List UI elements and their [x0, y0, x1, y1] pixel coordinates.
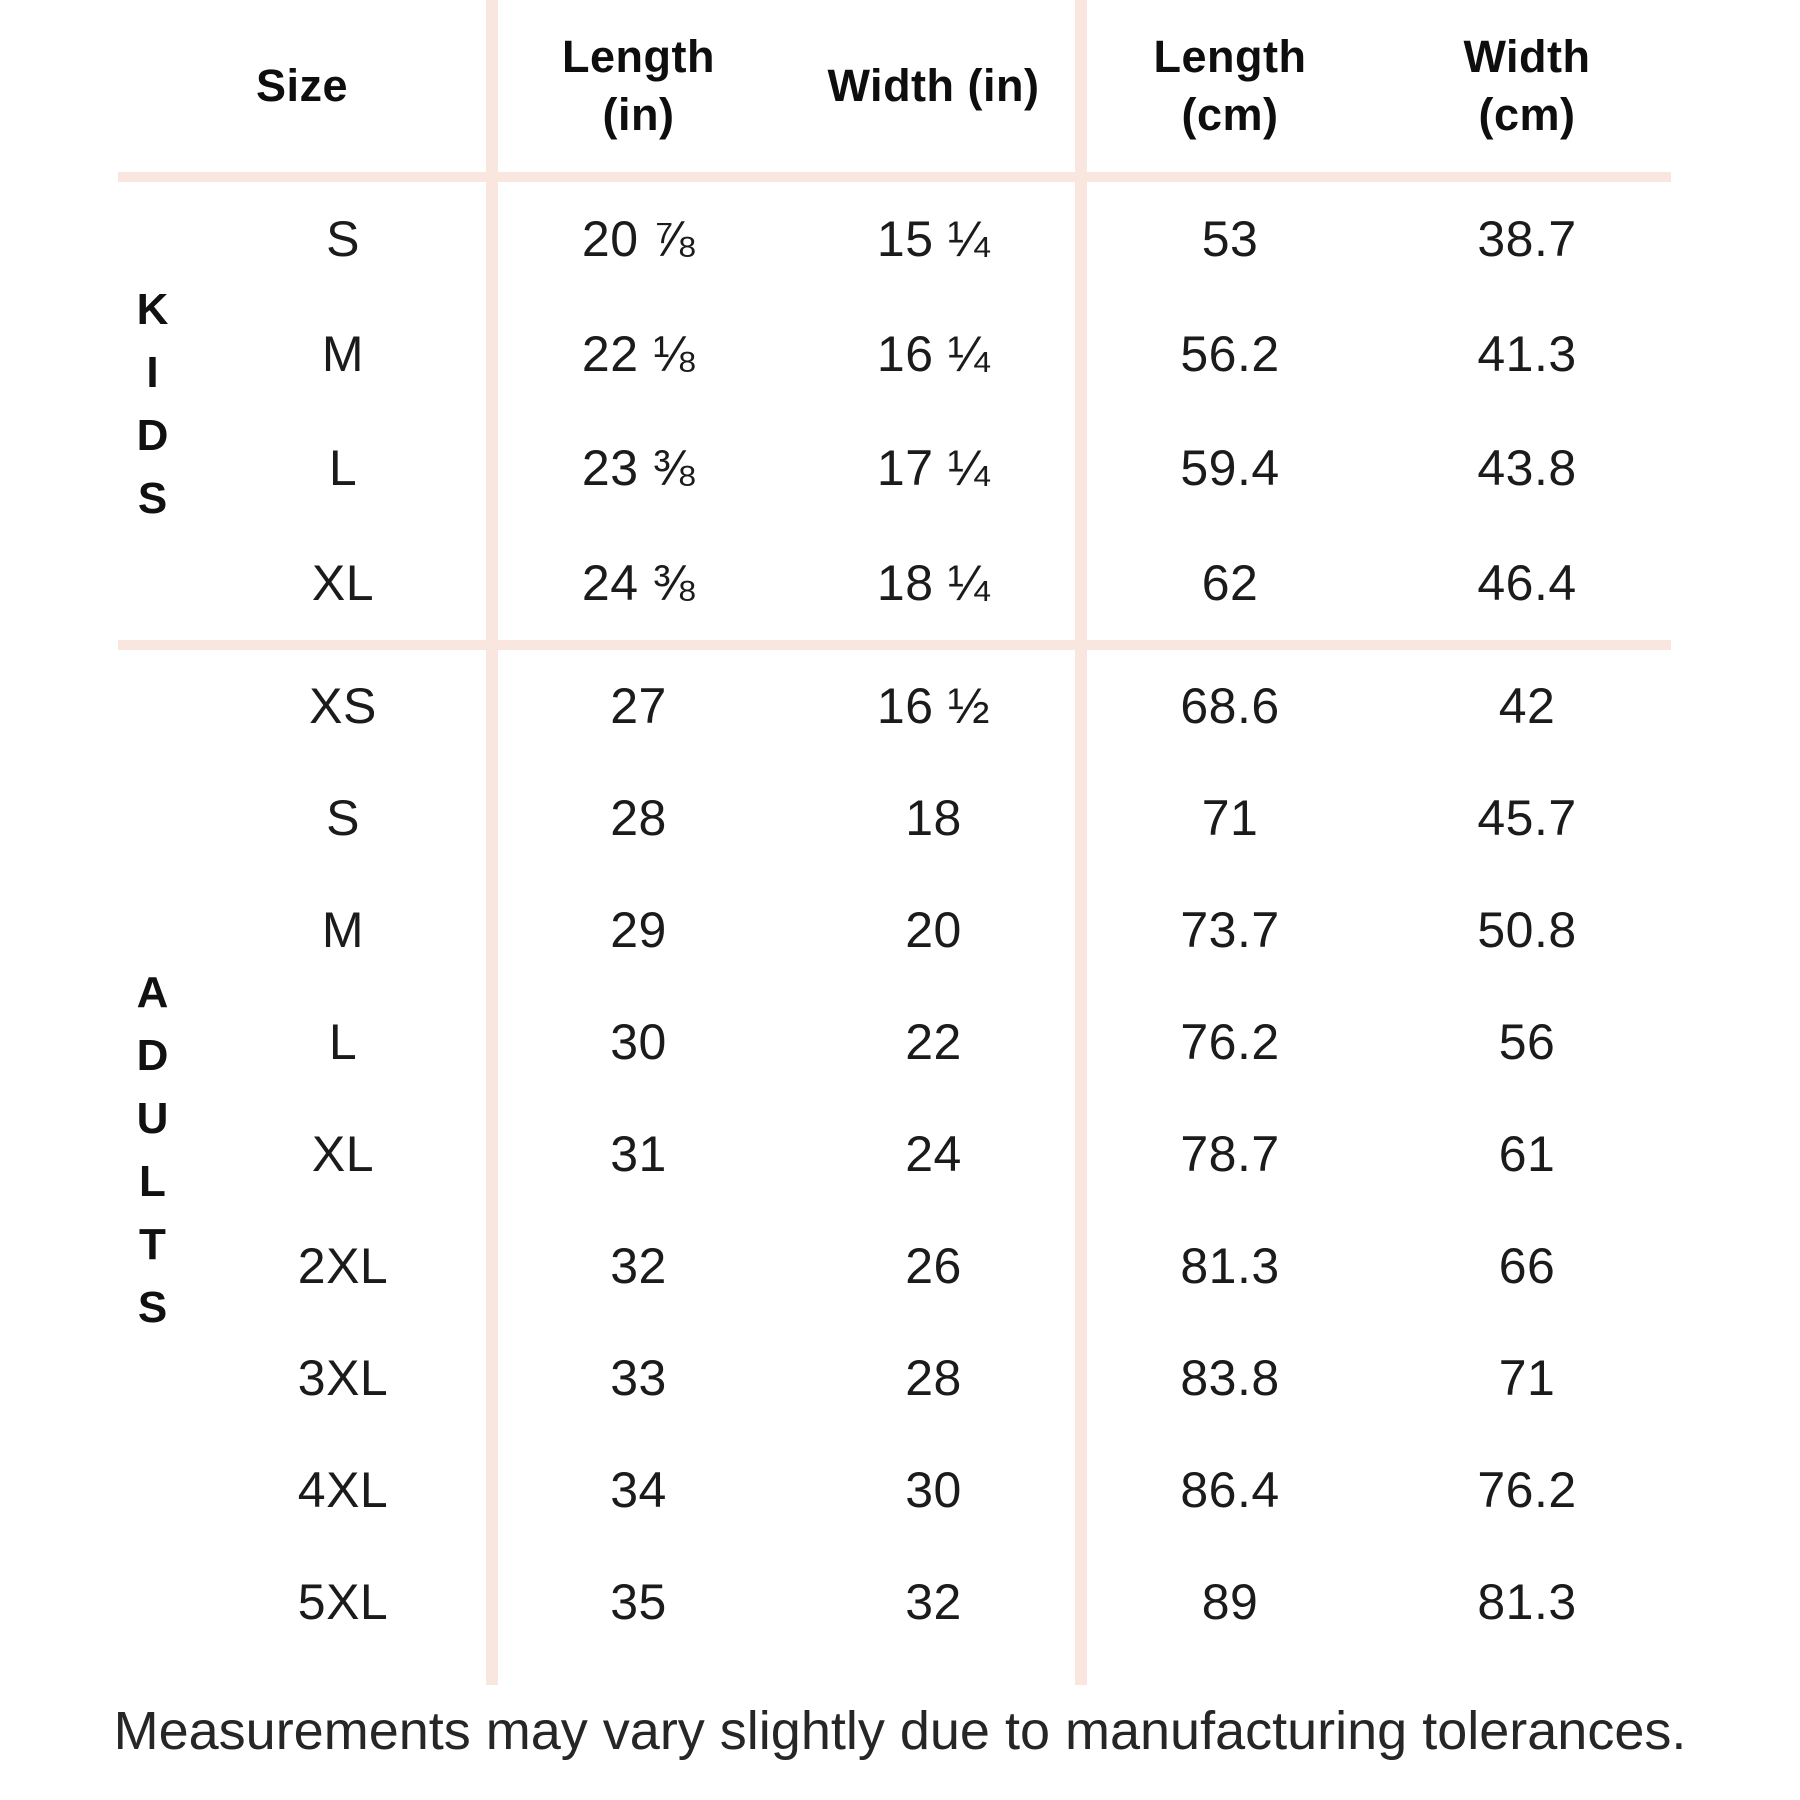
width-in-cell: 24 — [905, 1126, 962, 1182]
table-row-adults-l: L 30 22 76.2 56 — [0, 986, 1675, 1098]
size-cell: M — [321, 326, 365, 382]
group-label-kids: KIDS — [128, 285, 177, 537]
length-cm-cell: 59.4 — [1180, 440, 1280, 496]
width-cm-cell: 45.7 — [1477, 790, 1577, 846]
length-in-cell: 31 — [610, 1126, 667, 1182]
table-row-kids-l: L 23 ⅜ 17 ¼ 59.4 43.8 — [0, 411, 1675, 525]
table-row-adults-4xl: 4XL 34 30 86.4 76.2 — [0, 1434, 1675, 1546]
size-cell: 3XL — [297, 1350, 389, 1406]
width-in-cell: 16 ½ — [876, 678, 991, 734]
size-cell: L — [328, 1014, 358, 1070]
header-length-in: Length (in) — [562, 30, 715, 141]
size-cell: 2XL — [297, 1238, 389, 1294]
width-in-cell: 22 — [905, 1014, 962, 1070]
length-in-cell: 34 — [610, 1462, 667, 1518]
width-in-cell: 15 ¼ — [876, 211, 991, 267]
width-cm-cell: 46.4 — [1477, 555, 1577, 611]
width-cm-cell: 42 — [1498, 678, 1556, 734]
length-in-cell: 32 — [610, 1238, 667, 1294]
width-cm-cell: 41.3 — [1477, 326, 1577, 382]
width-in-cell: 18 ¼ — [876, 555, 991, 611]
header-size: Size — [255, 59, 349, 111]
width-cm-cell: 43.8 — [1477, 440, 1577, 496]
size-cell: S — [326, 790, 360, 846]
width-cm-cell: 61 — [1498, 1126, 1556, 1182]
width-in-cell: 28 — [905, 1350, 962, 1406]
length-cm-cell: 89 — [1201, 1574, 1259, 1630]
width-cm-cell: 76.2 — [1477, 1462, 1577, 1518]
size-cell: S — [326, 211, 360, 267]
length-cm-cell: 53 — [1201, 211, 1259, 267]
width-in-cell: 20 — [905, 902, 962, 958]
size-cell: L — [328, 440, 358, 496]
length-in-cell: 30 — [610, 1014, 667, 1070]
table-row-adults-3xl: 3XL 33 28 83.8 71 — [0, 1322, 1675, 1434]
length-in-cell: 22 ⅛ — [581, 326, 696, 382]
width-cm-cell: 38.7 — [1477, 211, 1577, 267]
tolerance-note: Measurements may vary slightly due to ma… — [113, 1701, 1687, 1761]
divider-vertical-centimeters — [1075, 0, 1087, 1685]
divider-vertical-inches — [486, 0, 498, 1685]
length-cm-cell: 73.7 — [1180, 902, 1280, 958]
size-cell: M — [321, 902, 365, 958]
size-cell: XL — [311, 555, 375, 611]
size-cell: XS — [309, 678, 377, 734]
header-length-cm: Length (cm) — [1153, 30, 1307, 141]
table-row-kids-xl: XL 24 ⅜ 18 ¼ 62 46.4 — [0, 526, 1675, 640]
table-row-adults-5xl: 5XL 35 32 89 81.3 — [0, 1546, 1675, 1658]
length-cm-cell: 83.8 — [1180, 1350, 1280, 1406]
length-cm-cell: 62 — [1201, 555, 1259, 611]
size-cell: XL — [311, 1126, 375, 1182]
width-in-cell: 26 — [905, 1238, 962, 1294]
length-in-cell: 23 ⅜ — [581, 440, 696, 496]
divider-kids-adults — [118, 640, 1671, 650]
group-label-adults: ADULTS — [128, 968, 177, 1346]
length-in-cell: 27 — [610, 678, 667, 734]
length-in-cell: 20 ⅞ — [581, 211, 696, 267]
width-cm-cell: 71 — [1498, 1350, 1556, 1406]
table-row-adults-xl: XL 31 24 78.7 61 — [0, 1098, 1675, 1210]
header-width-cm: Width (cm) — [1463, 30, 1591, 141]
length-cm-cell: 81.3 — [1180, 1238, 1280, 1294]
table-row-kids-s: S 20 ⅞ 15 ¼ 53 38.7 — [0, 182, 1675, 296]
length-in-cell: 24 ⅜ — [581, 555, 696, 611]
width-cm-cell: 81.3 — [1477, 1574, 1577, 1630]
width-cm-cell: 50.8 — [1477, 902, 1577, 958]
width-cm-cell: 66 — [1498, 1238, 1556, 1294]
width-in-cell: 30 — [905, 1462, 962, 1518]
length-cm-cell: 76.2 — [1180, 1014, 1280, 1070]
header-width-in: Width (in) — [827, 59, 1040, 111]
width-cm-cell: 56 — [1498, 1014, 1556, 1070]
table-row-adults-s: S 28 18 71 45.7 — [0, 762, 1675, 874]
table-row-kids-m: M 22 ⅛ 16 ¼ 56.2 41.3 — [0, 297, 1675, 411]
width-in-cell: 32 — [905, 1574, 962, 1630]
size-cell: 5XL — [297, 1574, 389, 1630]
width-in-cell: 18 — [905, 790, 962, 846]
length-in-cell: 35 — [610, 1574, 667, 1630]
divider-under-header — [118, 172, 1671, 182]
width-in-cell: 16 ¼ — [876, 326, 991, 382]
table-row-adults-m: M 29 20 73.7 50.8 — [0, 874, 1675, 986]
width-in-cell: 17 ¼ — [876, 440, 991, 496]
length-cm-cell: 56.2 — [1180, 326, 1280, 382]
length-cm-cell: 78.7 — [1180, 1126, 1280, 1182]
length-in-cell: 29 — [610, 902, 667, 958]
table-row-adults-xs: XS 27 16 ½ 68.6 42 — [0, 650, 1675, 762]
length-in-cell: 28 — [610, 790, 667, 846]
table-header-row: Size Length (in) Width (in) Length (cm) … — [0, 0, 1675, 172]
length-cm-cell: 68.6 — [1180, 678, 1280, 734]
length-cm-cell: 71 — [1201, 790, 1259, 846]
length-in-cell: 33 — [610, 1350, 667, 1406]
table-row-adults-2xl: 2XL 32 26 81.3 66 — [0, 1210, 1675, 1322]
size-cell: 4XL — [297, 1462, 389, 1518]
length-cm-cell: 86.4 — [1180, 1462, 1280, 1518]
